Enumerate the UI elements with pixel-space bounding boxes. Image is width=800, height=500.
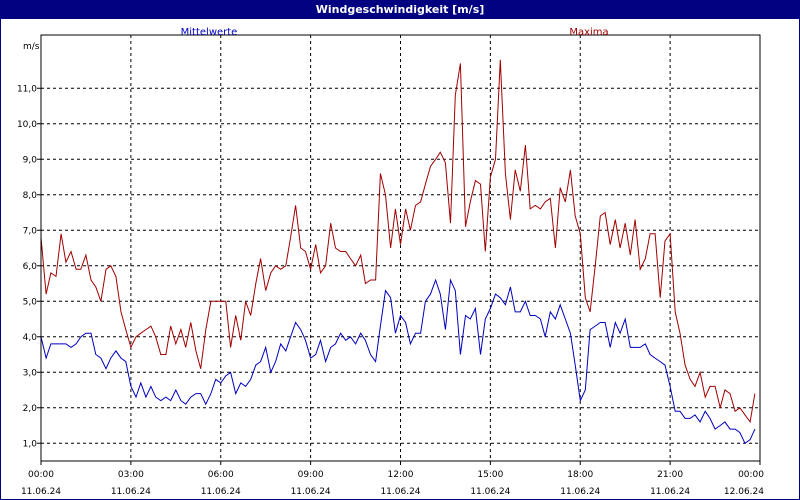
x-tick-time-label: 12:00: [388, 470, 414, 480]
x-tick-time-label: 00:00: [28, 470, 54, 480]
x-tick-time-label: 18:00: [567, 470, 593, 480]
x-tick-time-label: 03:00: [118, 470, 144, 480]
x-tick-date-label: 11.06.24: [21, 487, 61, 497]
y-tick-label: 9,0: [23, 155, 38, 165]
x-tick-date-label: 11.06.24: [650, 487, 690, 497]
x-tick-time-label: 00:00: [738, 470, 764, 480]
legend-maxima: Maxima: [569, 27, 608, 38]
window-title: Windgeschwindigkeit [m/s]: [1, 1, 799, 19]
y-tick-label: 10,0: [17, 120, 37, 130]
y-tick-label: 6,0: [23, 262, 38, 272]
x-tick-date-label: 11.06.24: [380, 487, 420, 497]
y-tick-label: 11,0: [17, 84, 37, 94]
legend-mittelwerte: Mittelwerte: [181, 27, 238, 38]
series-layer: [40, 59, 756, 445]
grid-layer: [41, 35, 760, 461]
y-axis-unit-label: m/s: [23, 42, 40, 52]
y-tick-label: 2,0: [23, 404, 38, 414]
axis-layer: 1,0 2,0 3,0 4,0 5,0 6,0 7,0 8,0 9,0 10,0 11,0 00:00…: [17, 34, 764, 497]
x-tick-time-label: 06:00: [208, 470, 234, 480]
y-tick-label: 8,0: [23, 191, 38, 201]
x-tick-date-label: 11.06.24: [291, 487, 331, 497]
x-tick-time-label: 21:00: [657, 470, 683, 480]
x-tick-date-label: 12.06.24: [724, 487, 764, 497]
series-line-0: [40, 278, 756, 445]
x-tick-date-label: 11.06.24: [470, 487, 510, 497]
x-tick-date-label: 11.06.24: [201, 487, 241, 497]
series-line-1: [40, 59, 756, 424]
y-tick-label: 5,0: [23, 297, 38, 307]
y-tick-label: 3,0: [23, 368, 38, 378]
y-tick-label: 1,0: [23, 439, 38, 449]
x-tick-date-label: 11.06.24: [560, 487, 600, 497]
x-tick-date-label: 11.06.24: [111, 487, 151, 497]
y-tick-label: 7,0: [23, 226, 38, 236]
plot-frame: [40, 34, 761, 462]
y-tick-label: 4,0: [23, 333, 38, 343]
x-tick-time-label: 15:00: [477, 470, 503, 480]
x-tick-time-label: 09:00: [298, 470, 324, 480]
